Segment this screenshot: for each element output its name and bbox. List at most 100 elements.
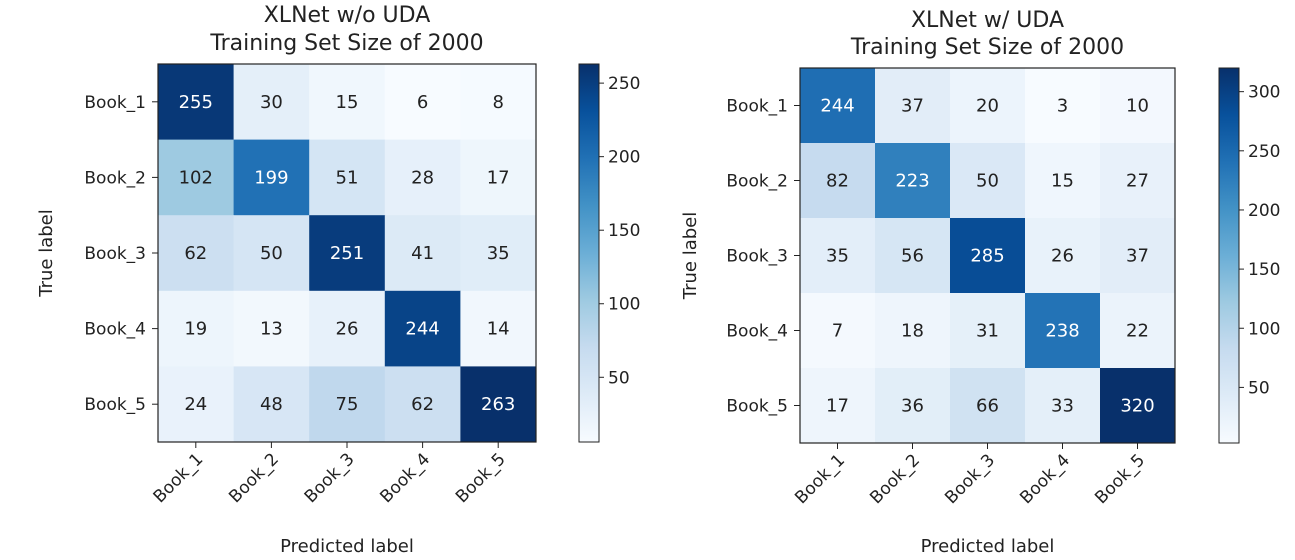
panel-1-cell-r1-c4 [384,64,461,141]
panel-2-title-line-2: Training Set Size of 2000 [850,35,1124,60]
panel-1-cell-value-r1-c3: 15 [336,92,359,113]
panel-1-cell-value-r2-c4: 28 [411,167,434,188]
panel-2-cell-r2-c1 [800,143,876,219]
panel-2-colorbar-tick-label-3: 150 [1248,260,1280,280]
panel-2-cell-r1-c3 [950,68,1026,144]
panel-1-cell-value-r2-c1: 102 [179,167,213,188]
panel-2-cell-value-r5-c2: 36 [901,396,924,417]
panel-2-cell-value-r1-c2: 37 [901,96,924,117]
panel-1-cell-r5-c4 [384,366,461,443]
panel-1-cell-r1-c1 [158,64,235,141]
panel-2-cell-r4-c2 [875,293,951,369]
panel-1-cell-value-r5-c4: 62 [411,394,434,415]
panel-1-ytick-label-4: Book_4 [84,320,146,340]
panel-1-cell-r5-c5 [460,366,537,443]
panel-2-cell-r5-c1 [800,368,876,444]
panel-2-colorbar-tick-label-6: 300 [1248,83,1280,103]
panel-1-xtick-label-4: Book_4 [376,449,434,507]
panel-1-cell-r2-c4 [384,139,461,216]
panel-2-cell-value-r3-c3: 285 [970,246,1004,267]
panel-2-cell-value-r4-c2: 18 [901,321,924,342]
panel-1-cell-r5-c1 [158,366,235,443]
panel-2-cell-value-r1-c4: 3 [1057,96,1068,117]
panel-1-cell-value-r4-c1: 19 [184,319,207,340]
panel-1-cell-r3-c2 [233,215,310,292]
panel-1-colorbar-tick-label-5: 250 [608,74,640,94]
panel-1-cell-value-r3-c2: 50 [260,243,283,264]
panel-1-cell-value-r4-c5: 14 [487,319,510,340]
panel-1-cell-value-r5-c3: 75 [336,394,359,415]
panel-2-cell-value-r4-c5: 22 [1126,321,1149,342]
panel-1-cell-r5-c2 [233,366,310,443]
panel-1-cell-value-r4-c2: 13 [260,319,283,340]
panel-2-cell-value-r2-c1: 82 [826,171,849,192]
panel-2-ytick-label-2: Book_2 [726,172,788,192]
panel-1-cell-r3-c1 [158,215,235,292]
panel-2-cell-value-r1-c5: 10 [1126,96,1149,117]
panel-2-ytick-label-5: Book_5 [726,397,788,417]
panel-1-cell-value-r4-c3: 26 [336,319,359,340]
panel-1-colorbar-tick-label-2: 100 [608,295,640,315]
panel-1-cell-value-r2-c3: 51 [336,167,359,188]
panel-1-cell-r2-c1 [158,139,235,216]
panel-1-cell-r4-c1 [158,290,235,367]
panel-2-cell-r4-c5 [1100,293,1176,369]
panel-2-cell-value-r3-c1: 35 [826,246,849,267]
panel-2-cell-value-r1-c3: 20 [976,96,999,117]
panel-2-cell-r1-c2 [875,68,951,144]
panel-1-cell-r3-c4 [384,215,461,292]
panel-2-cell-value-r5-c1: 17 [826,396,849,417]
panel-2-cell-r1-c1 [800,68,876,144]
panel-2-cell-value-r3-c4: 26 [1051,246,1074,267]
panel-2-xtick-label-3: Book_3 [941,450,999,508]
panel-2-cell-value-r5-c4: 33 [1051,396,1074,417]
panel-1-cell-value-r3-c5: 35 [487,243,510,264]
panel-2-cell-r3-c4 [1025,218,1101,294]
panel-2-cell-value-r2-c4: 15 [1051,171,1074,192]
panel-1-cell-r4-c3 [309,290,386,367]
panel-1-ytick-label-1: Book_1 [84,93,146,113]
panel-1-cell-r2-c2 [233,139,310,216]
panel-2-cell-r5-c2 [875,368,951,444]
panel-1-ytick-label-5: Book_5 [84,395,146,415]
panel-2-cell-r1-c5 [1100,68,1176,144]
panel-1-cell-value-r5-c2: 48 [260,394,283,415]
panel-1-cell-r1-c5 [460,64,537,141]
panel-2-xtick-label-2: Book_2 [866,450,924,508]
panel-1-colorbar-tick-label-3: 150 [608,221,640,241]
panel-2-ytick-label-3: Book_3 [726,247,788,267]
panel-2-cell-r4-c1 [800,293,876,369]
panel-1-cell-r1-c2 [233,64,310,141]
panel-2-xtick-label-1: Book_1 [791,450,849,508]
panel-2-ytick-label-4: Book_4 [726,322,788,342]
panel-2-title-line-1: XLNet w/ UDA [911,8,1064,33]
panel-1-title-line-1: XLNet w/o UDA [264,3,431,28]
panel-1-cell-value-r4-c4: 244 [405,319,439,340]
panel-1-cell-r4-c5 [460,290,537,367]
panel-1-y-axis-label: True label [36,209,57,298]
panel-2-xtick-label-4: Book_4 [1016,450,1074,508]
panel-2-cell-r5-c3 [950,368,1026,444]
panel-2-cell-r2-c3 [950,143,1026,219]
panel-1-title-line-2: Training Set Size of 2000 [209,31,483,56]
panel-1-colorbar [578,63,600,443]
panel-1-xtick-label-2: Book_2 [225,449,283,507]
panel-1-x-axis-label: Predicted label [280,536,414,557]
panel-2-cell-value-r4-c1: 7 [832,321,843,342]
panel-1-cell-value-r1-c4: 6 [417,92,428,113]
panel-1-cell-value-r5-c1: 24 [184,394,207,415]
panel-1-cell-r1-c3 [309,64,386,141]
panel-2-cell-value-r2-c5: 27 [1126,171,1149,192]
panel-1-cell-value-r3-c3: 251 [330,243,364,264]
panel-2-colorbar-tick-label-2: 100 [1248,319,1280,339]
panel-1-cell-r3-c3 [309,215,386,292]
panel-1-cell-value-r1-c5: 8 [492,92,503,113]
panel-2-cell-r3-c2 [875,218,951,294]
panel-1-cell-r3-c5 [460,215,537,292]
panel-1-xtick-label-5: Book_5 [452,449,510,507]
panel-2-cell-value-r1-c1: 244 [820,96,854,117]
panel-1-cell-r4-c2 [233,290,310,367]
panel-2-cell-r3-c1 [800,218,876,294]
panel-1-xtick-label-1: Book_1 [150,449,208,507]
